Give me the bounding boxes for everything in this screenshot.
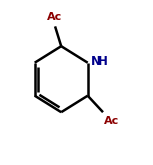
Text: Ac: Ac [47,12,62,22]
Text: N: N [90,55,101,68]
Text: H: H [98,55,108,68]
Text: Ac: Ac [104,116,119,126]
